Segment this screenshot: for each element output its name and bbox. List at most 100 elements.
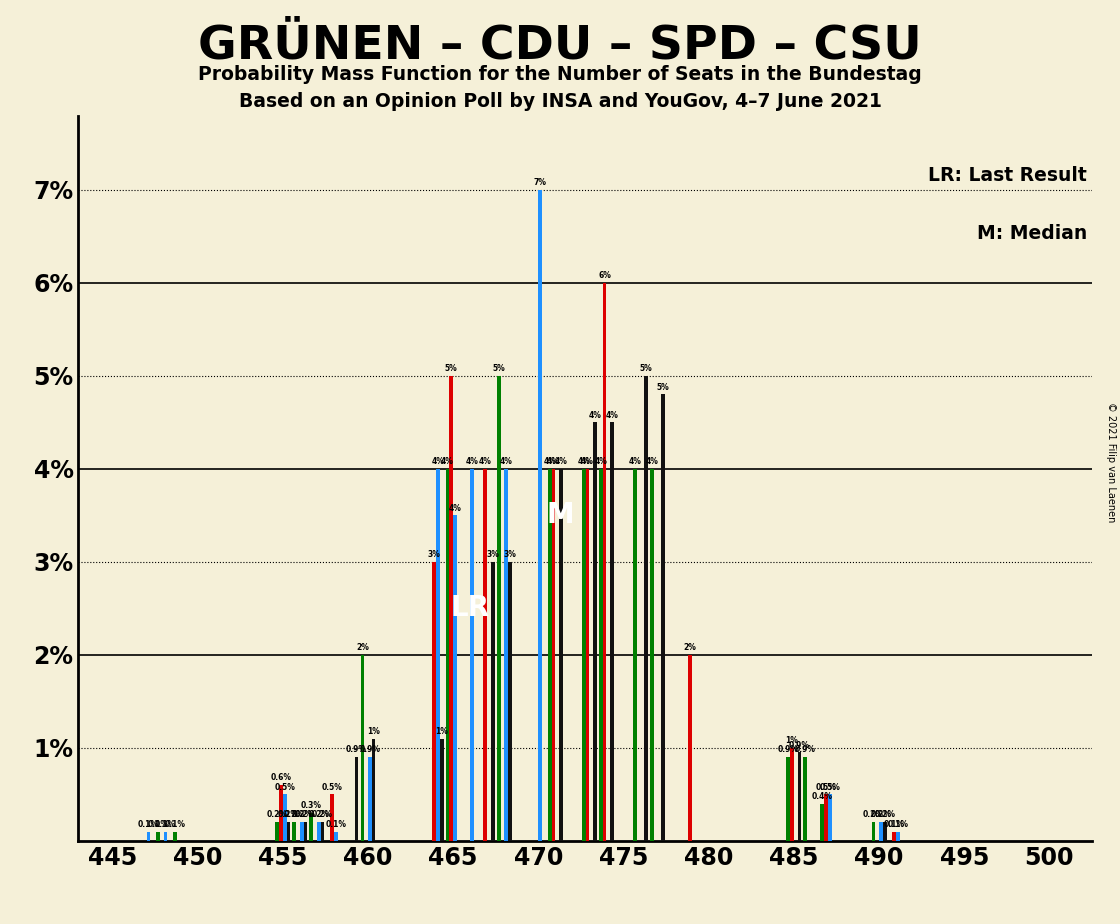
Text: 4%: 4% bbox=[606, 410, 618, 419]
Text: Based on an Opinion Poll by INSA and YouGov, 4–7 June 2021: Based on an Opinion Poll by INSA and You… bbox=[239, 92, 881, 112]
Text: 4%: 4% bbox=[578, 457, 590, 466]
Text: 6%: 6% bbox=[598, 271, 612, 280]
Bar bbox=[300, 822, 304, 841]
Bar bbox=[552, 468, 556, 841]
Text: 0.9%: 0.9% bbox=[360, 746, 381, 754]
Bar bbox=[334, 832, 337, 841]
Bar bbox=[790, 748, 794, 841]
Text: LR: Last Result: LR: Last Result bbox=[928, 166, 1086, 186]
Text: 0.1%: 0.1% bbox=[325, 820, 346, 829]
Bar bbox=[599, 468, 603, 841]
Bar bbox=[484, 468, 487, 841]
Text: 5%: 5% bbox=[445, 364, 458, 373]
Bar bbox=[871, 822, 876, 841]
Bar bbox=[644, 376, 648, 841]
Bar bbox=[446, 468, 449, 841]
Bar bbox=[896, 832, 899, 841]
Text: 2%: 2% bbox=[683, 643, 697, 652]
Text: 4%: 4% bbox=[628, 457, 642, 466]
Text: 0.2%: 0.2% bbox=[291, 810, 312, 820]
Text: 0.1%: 0.1% bbox=[155, 820, 176, 829]
Bar bbox=[449, 376, 454, 841]
Bar bbox=[821, 804, 824, 841]
Text: 4%: 4% bbox=[589, 410, 601, 419]
Text: 0.2%: 0.2% bbox=[267, 810, 288, 820]
Bar bbox=[304, 822, 307, 841]
Text: 5%: 5% bbox=[656, 383, 670, 392]
Text: 4%: 4% bbox=[645, 457, 659, 466]
Bar bbox=[164, 832, 167, 841]
Bar bbox=[504, 468, 508, 841]
Text: 4%: 4% bbox=[466, 457, 478, 466]
Text: 0.9%: 0.9% bbox=[346, 746, 367, 754]
Bar bbox=[594, 422, 597, 841]
Text: 4%: 4% bbox=[441, 457, 454, 466]
Bar bbox=[317, 822, 320, 841]
Bar bbox=[603, 283, 607, 841]
Bar bbox=[491, 562, 495, 841]
Bar bbox=[650, 468, 654, 841]
Text: 0.2%: 0.2% bbox=[295, 810, 316, 820]
Bar bbox=[633, 468, 637, 841]
Text: © 2021 Filip van Laenen: © 2021 Filip van Laenen bbox=[1107, 402, 1116, 522]
Text: 1%: 1% bbox=[436, 727, 448, 736]
Text: 0.9%: 0.9% bbox=[788, 741, 810, 749]
Bar bbox=[879, 822, 883, 841]
Bar bbox=[883, 822, 887, 841]
Text: 0.5%: 0.5% bbox=[820, 783, 840, 792]
Bar bbox=[287, 822, 290, 841]
Bar bbox=[508, 562, 512, 841]
Bar bbox=[548, 468, 552, 841]
Bar bbox=[309, 813, 314, 841]
Bar bbox=[797, 752, 802, 841]
Bar bbox=[582, 468, 586, 841]
Bar bbox=[432, 562, 436, 841]
Bar bbox=[559, 468, 563, 841]
Bar bbox=[174, 832, 177, 841]
Text: 5%: 5% bbox=[493, 364, 505, 373]
Text: 4%: 4% bbox=[554, 457, 568, 466]
Bar bbox=[661, 395, 665, 841]
Bar bbox=[470, 468, 474, 841]
Text: 7%: 7% bbox=[534, 178, 547, 187]
Text: 4%: 4% bbox=[547, 457, 560, 466]
Text: 0.1%: 0.1% bbox=[887, 820, 908, 829]
Bar bbox=[688, 655, 692, 841]
Bar bbox=[828, 795, 832, 841]
Text: 0.9%: 0.9% bbox=[795, 746, 815, 754]
Bar bbox=[147, 832, 150, 841]
Text: 0.2%: 0.2% bbox=[862, 810, 884, 820]
Text: 0.1%: 0.1% bbox=[148, 820, 168, 829]
Text: 0.1%: 0.1% bbox=[884, 820, 905, 829]
Text: 0.5%: 0.5% bbox=[274, 783, 296, 792]
Text: LR: LR bbox=[450, 594, 489, 623]
Text: 0.6%: 0.6% bbox=[270, 773, 291, 783]
Bar bbox=[276, 822, 279, 841]
Text: M: M bbox=[547, 502, 575, 529]
Text: 3%: 3% bbox=[428, 550, 440, 559]
Bar bbox=[497, 376, 501, 841]
Text: 1%: 1% bbox=[367, 727, 380, 736]
Text: 2%: 2% bbox=[356, 643, 368, 652]
Bar bbox=[539, 190, 542, 841]
Text: 1%: 1% bbox=[785, 736, 799, 745]
Text: Probability Mass Function for the Number of Seats in the Bundestag: Probability Mass Function for the Number… bbox=[198, 65, 922, 84]
Text: 0.2%: 0.2% bbox=[283, 810, 305, 820]
Text: 0.2%: 0.2% bbox=[308, 810, 329, 820]
Text: 0.2%: 0.2% bbox=[870, 810, 892, 820]
Text: 3%: 3% bbox=[486, 550, 500, 559]
Bar bbox=[283, 795, 287, 841]
Bar bbox=[368, 757, 372, 841]
Bar bbox=[292, 822, 296, 841]
Text: 0.1%: 0.1% bbox=[138, 820, 159, 829]
Text: 0.1%: 0.1% bbox=[165, 820, 186, 829]
Text: 4%: 4% bbox=[581, 457, 594, 466]
Text: GRÜNEN – CDU – SPD – CSU: GRÜNEN – CDU – SPD – CSU bbox=[198, 23, 922, 68]
Bar bbox=[586, 468, 589, 841]
Text: 0.3%: 0.3% bbox=[301, 801, 321, 810]
Text: M: Median: M: Median bbox=[977, 225, 1086, 243]
Text: 5%: 5% bbox=[640, 364, 653, 373]
Bar bbox=[436, 468, 440, 841]
Text: 4%: 4% bbox=[479, 457, 492, 466]
Bar bbox=[355, 757, 358, 841]
